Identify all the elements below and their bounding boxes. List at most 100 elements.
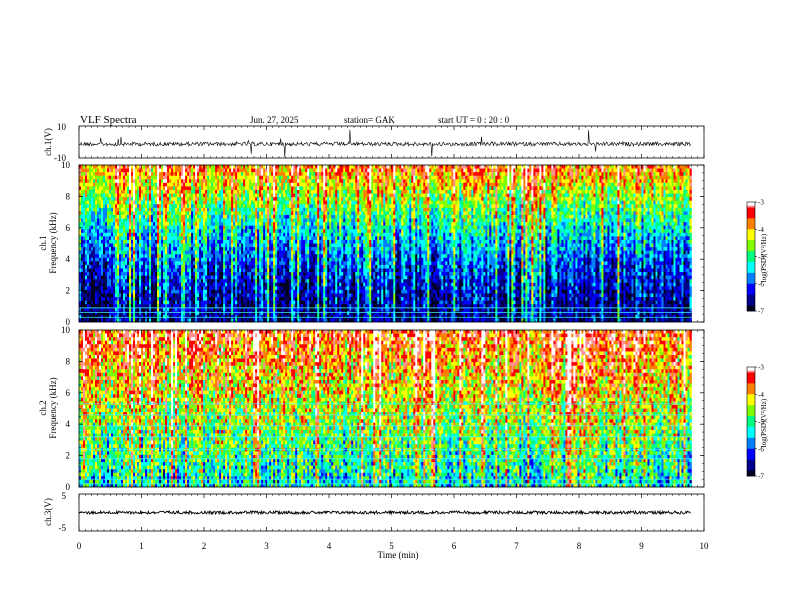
spectrogram-cell	[123, 229, 125, 233]
spectrogram-cell	[257, 201, 259, 205]
spectrogram-cell	[85, 279, 87, 283]
spectrogram-cell	[81, 201, 83, 205]
spectrogram-cell	[229, 186, 231, 190]
spectrogram-cell	[153, 197, 155, 201]
spectrogram-cell	[113, 261, 115, 265]
spectrogram-cell	[87, 233, 89, 237]
spectrogram-cell	[205, 279, 207, 283]
spectrogram-cell	[215, 258, 217, 262]
spectrogram-cell	[171, 190, 173, 194]
spectrogram-cell	[255, 297, 257, 301]
spectrogram-cell	[235, 222, 237, 226]
spectrogram-cell	[131, 244, 133, 248]
spectrogram-cell	[119, 311, 121, 315]
spectrogram-cell	[203, 222, 205, 226]
spectrogram-cell	[283, 183, 285, 187]
spectrogram-cell	[289, 208, 291, 212]
spectrogram-cell	[241, 201, 243, 205]
spectrogram-cell	[231, 311, 233, 315]
spectrogram-cell	[187, 172, 189, 176]
spectrogram-cell	[283, 247, 285, 251]
spectrogram-cell	[161, 229, 163, 233]
spectrogram-cell	[97, 286, 99, 290]
spectrogram-cell	[191, 315, 193, 319]
spectrogram-cell	[239, 301, 241, 305]
spectrogram-cell	[293, 190, 295, 194]
spectrogram-cell	[125, 279, 127, 283]
spectrogram-cell	[281, 261, 283, 265]
spectrogram-cell	[169, 179, 171, 183]
spectrogram-cell	[85, 261, 87, 265]
spectrogram-cell	[135, 229, 137, 233]
spectrogram-cell	[243, 204, 245, 208]
spectrogram-cell	[157, 297, 159, 301]
spectrogram-cell	[259, 244, 261, 248]
spectrogram-cell	[265, 204, 267, 208]
spectrogram-cell	[101, 301, 103, 305]
spectrogram-cell	[215, 219, 217, 223]
spectrogram-cell	[197, 311, 199, 315]
spectrogram-cell	[89, 286, 91, 290]
spectrogram-cell	[203, 265, 205, 269]
spectrogram-cell	[181, 165, 183, 169]
spectrogram-cell	[207, 233, 209, 237]
spectrogram-cell	[247, 204, 249, 208]
spectrogram-cell	[89, 172, 91, 176]
spectrogram-cell	[171, 268, 173, 272]
spectrogram-cell	[205, 290, 207, 294]
spectrogram-cell	[157, 247, 159, 251]
spectrogram-cell	[107, 293, 109, 297]
spectrogram-cell	[283, 276, 285, 280]
spectrogram-cell	[205, 315, 207, 319]
spectrogram-cell	[179, 186, 181, 190]
spectrogram-cell	[283, 236, 285, 240]
spectrogram-cell	[261, 211, 263, 215]
spectrogram-cell	[205, 258, 207, 262]
spectrogram-cell	[83, 268, 85, 272]
spectrogram-cell	[137, 201, 139, 205]
spectrogram-cell	[221, 222, 223, 226]
spectrogram-cell	[223, 215, 225, 219]
spectrogram-cell	[157, 226, 159, 230]
spectrogram-cell	[121, 315, 123, 319]
spectrogram-cell	[117, 247, 119, 251]
spectrogram-cell	[295, 279, 297, 283]
spectrogram-cell	[153, 233, 155, 237]
spectrogram-cell	[181, 236, 183, 240]
spectrogram-cell	[253, 297, 255, 301]
spectrogram-cell	[149, 261, 151, 265]
spectrogram-cell	[183, 172, 185, 176]
spectrogram-cell	[191, 233, 193, 237]
spectrogram-cell	[133, 265, 135, 269]
spectrogram-cell	[189, 251, 191, 255]
spectrogram-cell	[253, 176, 255, 180]
spectrogram-cell	[169, 176, 171, 180]
spectrogram-cell	[105, 297, 107, 301]
spectrogram-cell	[147, 197, 149, 201]
spectrogram-cell	[253, 190, 255, 194]
spectrogram-cell	[185, 190, 187, 194]
spectrogram-cell	[169, 290, 171, 294]
spectrogram-cell	[237, 251, 239, 255]
spectrogram-cell	[233, 233, 235, 237]
spectrogram-cell	[127, 301, 129, 305]
spectrogram-cell	[145, 169, 147, 173]
spectrogram-cell	[83, 315, 85, 319]
spectrogram-cell	[301, 194, 303, 198]
spectrogram-cell	[217, 236, 219, 240]
spectrogram-cell	[257, 247, 259, 251]
spectrogram-cell	[197, 211, 199, 215]
spectrogram-cell	[211, 169, 213, 173]
spectrogram-cell	[133, 279, 135, 283]
spectrogram-cell	[85, 244, 87, 248]
spectrogram-cell	[255, 222, 257, 226]
spectrogram-cell	[291, 219, 293, 223]
spectrogram-cell	[173, 172, 175, 176]
spectrogram-cell	[259, 219, 261, 223]
spectrogram-cell	[123, 265, 125, 269]
spectrogram-cell	[155, 186, 157, 190]
spectrogram-cell	[303, 165, 305, 169]
spectrogram-cell	[87, 229, 89, 233]
spectrogram-cell	[243, 211, 245, 215]
spectrogram-cell	[179, 293, 181, 297]
